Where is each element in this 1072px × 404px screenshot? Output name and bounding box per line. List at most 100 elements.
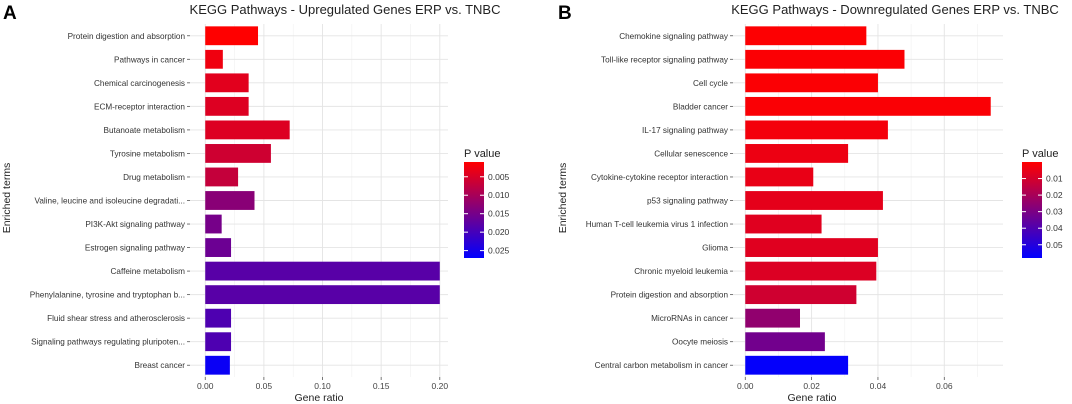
category-label: Glioma bbox=[702, 244, 728, 253]
bar-4 bbox=[745, 96, 991, 116]
panel-b-legend-colorbar bbox=[1022, 162, 1042, 258]
panel-b-x-axis-title: Gene ratio bbox=[787, 392, 836, 404]
category-label: Pathways in cancer bbox=[114, 55, 185, 64]
panel-a-letter: A bbox=[3, 3, 17, 24]
bar-12 bbox=[205, 285, 440, 305]
bar-13 bbox=[205, 308, 232, 328]
bar-8 bbox=[205, 191, 255, 210]
x-tick-label: 0.15 bbox=[373, 381, 390, 391]
bar-5 bbox=[205, 120, 290, 140]
bar-11 bbox=[745, 261, 877, 281]
category-label: IL-17 signaling pathway bbox=[642, 126, 729, 135]
panel-a-x-axis-title: Gene ratio bbox=[294, 392, 343, 404]
category-label: Signaling pathways regulating pluripoten… bbox=[31, 338, 185, 347]
panel-a-category-labels: Protein digestion and absorption Pathways… bbox=[30, 32, 190, 370]
legend-tick-label: 0.005 bbox=[488, 172, 510, 182]
bar-14 bbox=[205, 332, 232, 352]
panel-a-legend-colorbar bbox=[464, 162, 484, 258]
x-tick-label: 0.06 bbox=[936, 381, 953, 391]
bar-1 bbox=[205, 26, 259, 46]
panel-b-legend: P value 0.01 0.02 0.03 0.04 0.05 bbox=[1022, 148, 1063, 258]
category-label: Phenylalanine, tyrosine and tryptophan b… bbox=[30, 291, 185, 300]
bar-15 bbox=[745, 355, 849, 375]
category-label: Tyrosine metabolism bbox=[110, 149, 185, 158]
category-label: Drug metabolism bbox=[123, 173, 185, 182]
category-label: Toll-like receptor signaling pathway bbox=[601, 55, 729, 64]
category-label: Oocyte meiosis bbox=[672, 338, 728, 347]
x-tick-label: 0.20 bbox=[432, 381, 449, 391]
legend-tick-label: 0.01 bbox=[1046, 174, 1063, 184]
panel-b-x-ticks: 0.00 0.02 0.04 0.06 bbox=[737, 377, 953, 391]
panel-b-category-labels: Chemokine signaling pathway Toll-like rec… bbox=[586, 32, 733, 370]
panel-b-title: KEGG Pathways - Downregulated Genes ERP … bbox=[731, 2, 1059, 17]
panel-a-title: KEGG Pathways - Upregulated Genes ERP vs… bbox=[190, 2, 501, 17]
bar-6 bbox=[745, 144, 849, 163]
panel-a-legend: P value 0.005 0.010 0.015 0.020 0.025 bbox=[464, 148, 510, 258]
legend-tick-label: 0.04 bbox=[1046, 223, 1063, 233]
category-label: Estrogen signaling pathway bbox=[85, 244, 186, 253]
category-label: MicroRNAs in cancer bbox=[651, 314, 728, 323]
bar-9 bbox=[205, 214, 222, 234]
category-label: Chemical carcinogenesis bbox=[94, 79, 185, 88]
category-label: Butanoate metabolism bbox=[104, 126, 186, 135]
category-label: PI3K-Akt signaling pathway bbox=[85, 220, 186, 229]
category-label: Chronic myeloid leukemia bbox=[634, 267, 728, 276]
legend-tick-label: 0.03 bbox=[1046, 207, 1063, 217]
category-label: Protein digestion and absorption bbox=[611, 291, 729, 300]
bar-1 bbox=[745, 26, 867, 46]
legend-tick-label: 0.015 bbox=[488, 209, 510, 219]
x-tick-label: 0.04 bbox=[870, 381, 887, 391]
bar-2 bbox=[745, 49, 905, 69]
panel-a-x-ticks: 0.00 0.05 0.10 0.15 0.20 bbox=[197, 377, 448, 391]
bar-2 bbox=[205, 49, 223, 69]
legend-tick-label: 0.020 bbox=[488, 227, 510, 237]
bar-7 bbox=[745, 167, 814, 187]
legend-tick-label: 0.010 bbox=[488, 190, 510, 200]
x-tick-label: 0.00 bbox=[737, 381, 754, 391]
bar-9 bbox=[745, 214, 822, 234]
legend-tick-label: 0.05 bbox=[1046, 240, 1063, 250]
panel-b-legend-ticks: 0.01 0.02 0.03 0.04 0.05 bbox=[1022, 174, 1063, 250]
bar-3 bbox=[205, 73, 249, 93]
bar-14 bbox=[745, 332, 825, 352]
category-label: ECM-receptor interaction bbox=[94, 102, 185, 111]
bar-12 bbox=[745, 285, 857, 305]
category-label: Protein digestion and absorption bbox=[68, 32, 186, 41]
bar-8 bbox=[745, 191, 883, 210]
panel-b-bars bbox=[745, 26, 991, 375]
category-label: Chemokine signaling pathway bbox=[619, 32, 729, 41]
panel-a: A KEGG Pathways - Upregulated Genes ERP … bbox=[1, 2, 510, 404]
category-label: p53 signaling pathway bbox=[647, 197, 729, 206]
category-label: Valine, leucine and isoleucine degradati… bbox=[34, 197, 185, 206]
bar-4 bbox=[205, 96, 249, 116]
panel-a-legend-ticks: 0.005 0.010 0.015 0.020 0.025 bbox=[464, 172, 510, 256]
x-tick-label: 0.05 bbox=[256, 381, 273, 391]
category-label: Cell cycle bbox=[693, 79, 728, 88]
category-label: Caffeine metabolism bbox=[111, 267, 186, 276]
category-label: Bladder cancer bbox=[673, 102, 728, 111]
x-tick-label: 0.00 bbox=[197, 381, 214, 391]
bar-7 bbox=[205, 167, 239, 187]
bar-10 bbox=[745, 238, 878, 257]
legend-tick-label: 0.025 bbox=[488, 246, 510, 256]
category-label: Fluid shear stress and atherosclerosis bbox=[47, 314, 185, 323]
category-label: Cellular senescence bbox=[654, 149, 728, 158]
category-label: Central carbon metabolism in cancer bbox=[595, 361, 729, 370]
panel-b-legend-title: P value bbox=[1022, 148, 1059, 160]
bar-6 bbox=[205, 144, 271, 163]
panel-b: B KEGG Pathways - Downregulated Genes ER… bbox=[557, 2, 1063, 404]
bar-11 bbox=[205, 261, 440, 281]
category-label: Breast cancer bbox=[134, 361, 185, 370]
panel-a-legend-title: P value bbox=[464, 148, 501, 160]
panel-b-letter: B bbox=[558, 3, 572, 24]
panel-a-bars bbox=[205, 26, 440, 375]
panel-a-y-axis-title: Enriched terms bbox=[1, 163, 13, 234]
panel-b-y-axis-title: Enriched terms bbox=[557, 163, 569, 234]
bar-5 bbox=[745, 120, 888, 140]
bar-3 bbox=[745, 73, 878, 93]
x-tick-label: 0.10 bbox=[314, 381, 331, 391]
bar-15 bbox=[205, 355, 230, 375]
bar-13 bbox=[745, 308, 801, 328]
category-label: Human T-cell leukemia virus 1 infection bbox=[586, 220, 729, 229]
